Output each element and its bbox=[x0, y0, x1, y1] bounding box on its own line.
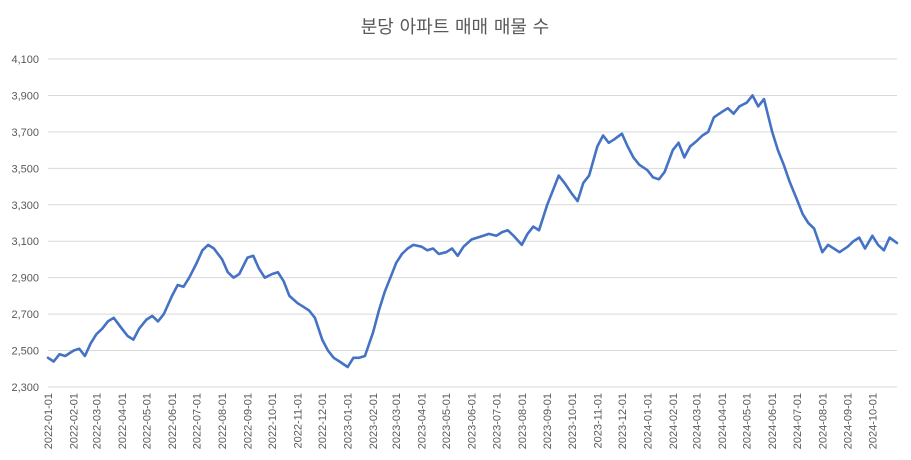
y-tick-label: 3,300 bbox=[11, 200, 39, 212]
x-tick-label: 2022-05-01 bbox=[142, 393, 154, 449]
x-tick-label: 2024-02-01 bbox=[668, 393, 680, 449]
y-tick-label: 2,500 bbox=[11, 346, 39, 358]
x-tick-label: 2023-03-01 bbox=[391, 393, 403, 449]
y-tick-label: 2,700 bbox=[11, 309, 39, 321]
x-tick-label: 2022-06-01 bbox=[167, 393, 179, 449]
x-tick-label: 2022-03-01 bbox=[91, 393, 103, 449]
x-axis-ticks: 2022-01-01 2022-02-01 2022-03-01 2022-04-01… bbox=[43, 393, 879, 449]
y-tick-label: 2,900 bbox=[11, 273, 39, 285]
x-tick-label: 2022-09-01 bbox=[243, 393, 255, 449]
x-tick-label: 2023-09-01 bbox=[542, 393, 554, 449]
x-tick-label: 2022-10-01 bbox=[267, 393, 279, 449]
gridlines bbox=[48, 58, 897, 388]
x-tick-label: 2023-04-01 bbox=[417, 393, 429, 449]
x-tick-label: 2023-06-01 bbox=[467, 393, 479, 449]
x-tick-label: 2023-10-01 bbox=[567, 393, 579, 449]
x-tick-label: 2024-09-01 bbox=[843, 393, 855, 449]
x-tick-label: 2024-08-01 bbox=[817, 393, 829, 449]
chart-title: 분당 아파트 매매 매물 수 bbox=[361, 17, 550, 38]
y-axis-ticks: 2,300 2,500 2,700 2,900 3,100 3,300 3,500 3,700… bbox=[11, 54, 39, 394]
x-tick-label: 2024-07-01 bbox=[792, 393, 804, 449]
y-tick-label: 3,700 bbox=[11, 127, 39, 139]
x-tick-label: 2022-02-01 bbox=[68, 393, 80, 449]
x-tick-label: 2023-08-01 bbox=[517, 393, 529, 449]
x-tick-label: 2023-02-01 bbox=[368, 393, 380, 449]
x-tick-label: 2023-05-01 bbox=[441, 393, 453, 449]
x-tick-label: 2024-10-01 bbox=[867, 393, 879, 449]
x-tick-label: 2023-01-01 bbox=[343, 393, 355, 449]
y-tick-label: 4,100 bbox=[11, 54, 39, 66]
y-tick-label: 2,300 bbox=[11, 382, 39, 394]
y-tick-label: 3,900 bbox=[11, 90, 39, 102]
x-tick-label: 2023-11-01 bbox=[592, 393, 604, 448]
x-tick-label: 2022-07-01 bbox=[192, 393, 204, 449]
series-layer bbox=[46, 94, 899, 369]
x-tick-label: 2023-07-01 bbox=[491, 393, 503, 449]
x-tick-label: 2024-06-01 bbox=[767, 393, 779, 449]
x-tick-label: 2024-05-01 bbox=[742, 393, 754, 449]
x-tick-label: 2022-04-01 bbox=[117, 393, 129, 449]
x-tick-label: 2022-01-01 bbox=[43, 393, 55, 449]
x-tick-label: 2024-01-01 bbox=[642, 393, 654, 449]
x-tick-label: 2023-12-01 bbox=[617, 393, 629, 449]
y-tick-label: 3,100 bbox=[11, 236, 39, 248]
x-tick-label: 2022-12-01 bbox=[317, 393, 329, 449]
x-tick-label: 2024-04-01 bbox=[717, 393, 729, 449]
x-tick-label: 2024-03-01 bbox=[692, 393, 704, 449]
x-tick-label: 2022-11-01 bbox=[293, 393, 305, 448]
y-tick-label: 3,500 bbox=[11, 163, 39, 175]
series-line bbox=[46, 94, 899, 369]
x-tick-label: 2022-08-01 bbox=[217, 393, 229, 449]
